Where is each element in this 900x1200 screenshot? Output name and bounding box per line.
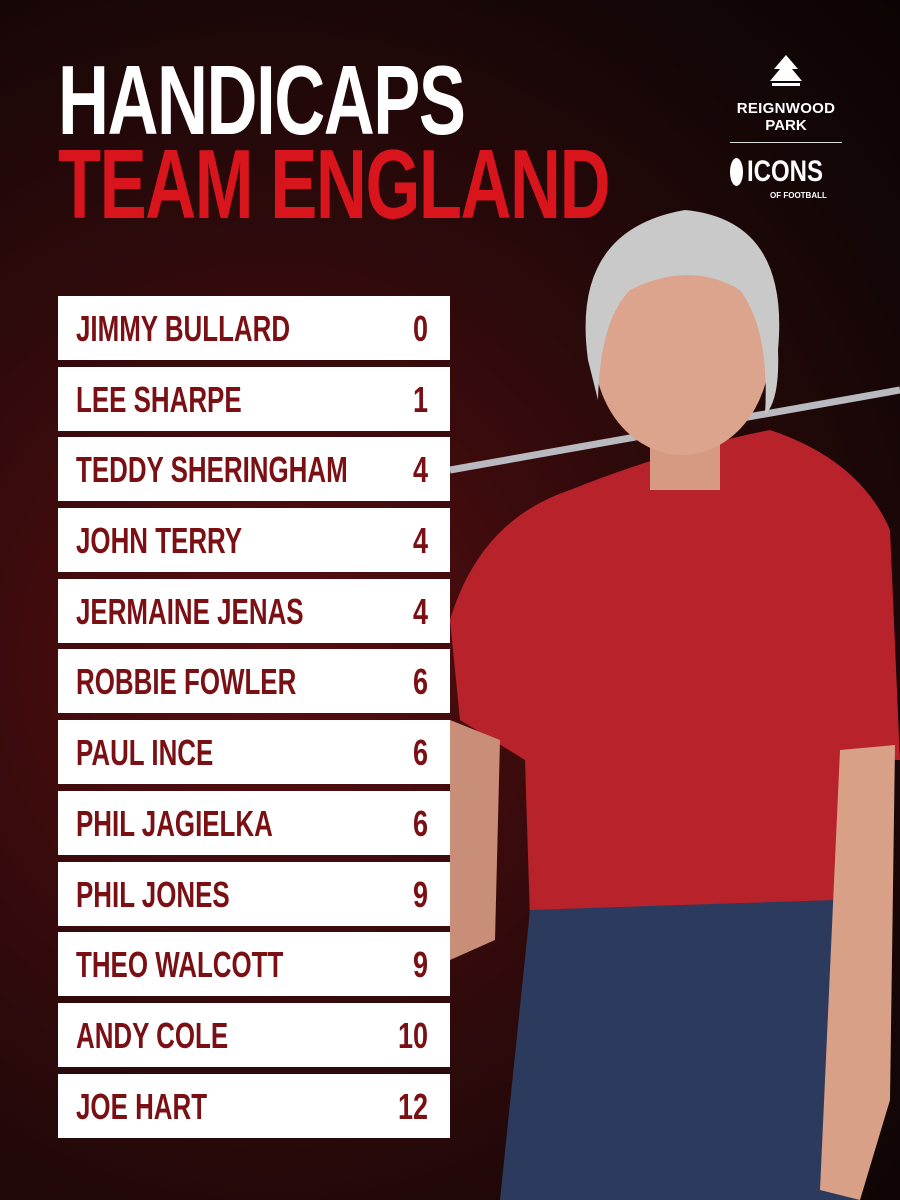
table-row: JOHN TERRY 4 — [58, 508, 450, 573]
handicap: 9 — [412, 944, 428, 986]
handicap: 4 — [412, 590, 428, 632]
handicap: 6 — [412, 661, 428, 703]
subtitle: TEAM ENGLAND — [58, 129, 823, 239]
player-name: ANDY COLE — [76, 1014, 229, 1056]
player-name: TEDDY SHERINGHAM — [76, 449, 348, 491]
subtitle-text: TEAM ENGLAND — [58, 129, 611, 239]
trousers — [500, 900, 860, 1200]
handicap: 0 — [412, 308, 428, 349]
face — [594, 245, 770, 455]
table-row: PHIL JONES 9 — [58, 861, 450, 926]
arm — [450, 720, 500, 960]
player-name: PAUL INCE — [76, 732, 214, 774]
sponsor-logos: REIGNWOOD PARK ICONS OF FOOTBALL — [730, 55, 842, 200]
handicap-table: JIMMY BULLARD 0 LEE SHARPE 1 TEDDY SHERINGHA… — [58, 296, 450, 1144]
table-row: TEDDY SHERINGHAM 4 — [58, 437, 450, 502]
table-row: LEE SHARPE 1 — [58, 366, 450, 431]
brand-name: ICONS — [746, 155, 823, 188]
shirt — [450, 430, 900, 920]
handicap: 6 — [412, 802, 428, 844]
table-row: PAUL INCE 6 — [58, 720, 450, 785]
player-name: LEE SHARPE — [76, 378, 242, 420]
brand-logo: ICONS — [730, 155, 842, 189]
title: HANDICAPS — [58, 45, 623, 155]
table-row: ROBBIE FOWLER 6 — [58, 649, 450, 714]
title-text: HANDICAPS — [58, 45, 466, 155]
table-row: ANDY COLE 10 — [58, 1002, 450, 1067]
player-name: JERMAINE JENAS — [76, 590, 304, 632]
table-row: PHIL JAGIELKA 6 — [58, 790, 450, 855]
hair — [585, 210, 780, 415]
venue-name: REIGNWOOD — [736, 100, 836, 117]
arm — [820, 745, 895, 1200]
handicap: 1 — [412, 378, 428, 420]
venue-name: PARK — [765, 117, 807, 134]
table-row: JOE HART 12 — [58, 1073, 450, 1138]
player-name: ROBBIE FOWLER — [76, 661, 297, 703]
handicap: 4 — [412, 449, 428, 491]
player-photo — [449, 210, 900, 1200]
table-row: THEO WALCOTT 9 — [58, 932, 450, 997]
handicap: 10 — [397, 1014, 428, 1056]
table-row: JIMMY BULLARD 0 — [58, 296, 450, 360]
handicap: 9 — [412, 873, 428, 915]
handicap: 4 — [412, 520, 428, 562]
brand-subtitle: OF FOOTBALL — [770, 191, 827, 200]
player-name: THEO WALCOTT — [76, 944, 284, 986]
player-name: JIMMY BULLARD — [76, 308, 291, 349]
player-name: PHIL JONES — [76, 873, 230, 915]
player-name: PHIL JAGIELKA — [76, 802, 273, 844]
player-name: JOE HART — [76, 1085, 208, 1127]
handicap: 6 — [412, 732, 428, 774]
handicap: 12 — [397, 1085, 428, 1127]
tree-icon — [770, 55, 802, 86]
separator — [730, 142, 842, 143]
player-name: JOHN TERRY — [76, 520, 243, 562]
table-row: JERMAINE JENAS 4 — [58, 578, 450, 643]
